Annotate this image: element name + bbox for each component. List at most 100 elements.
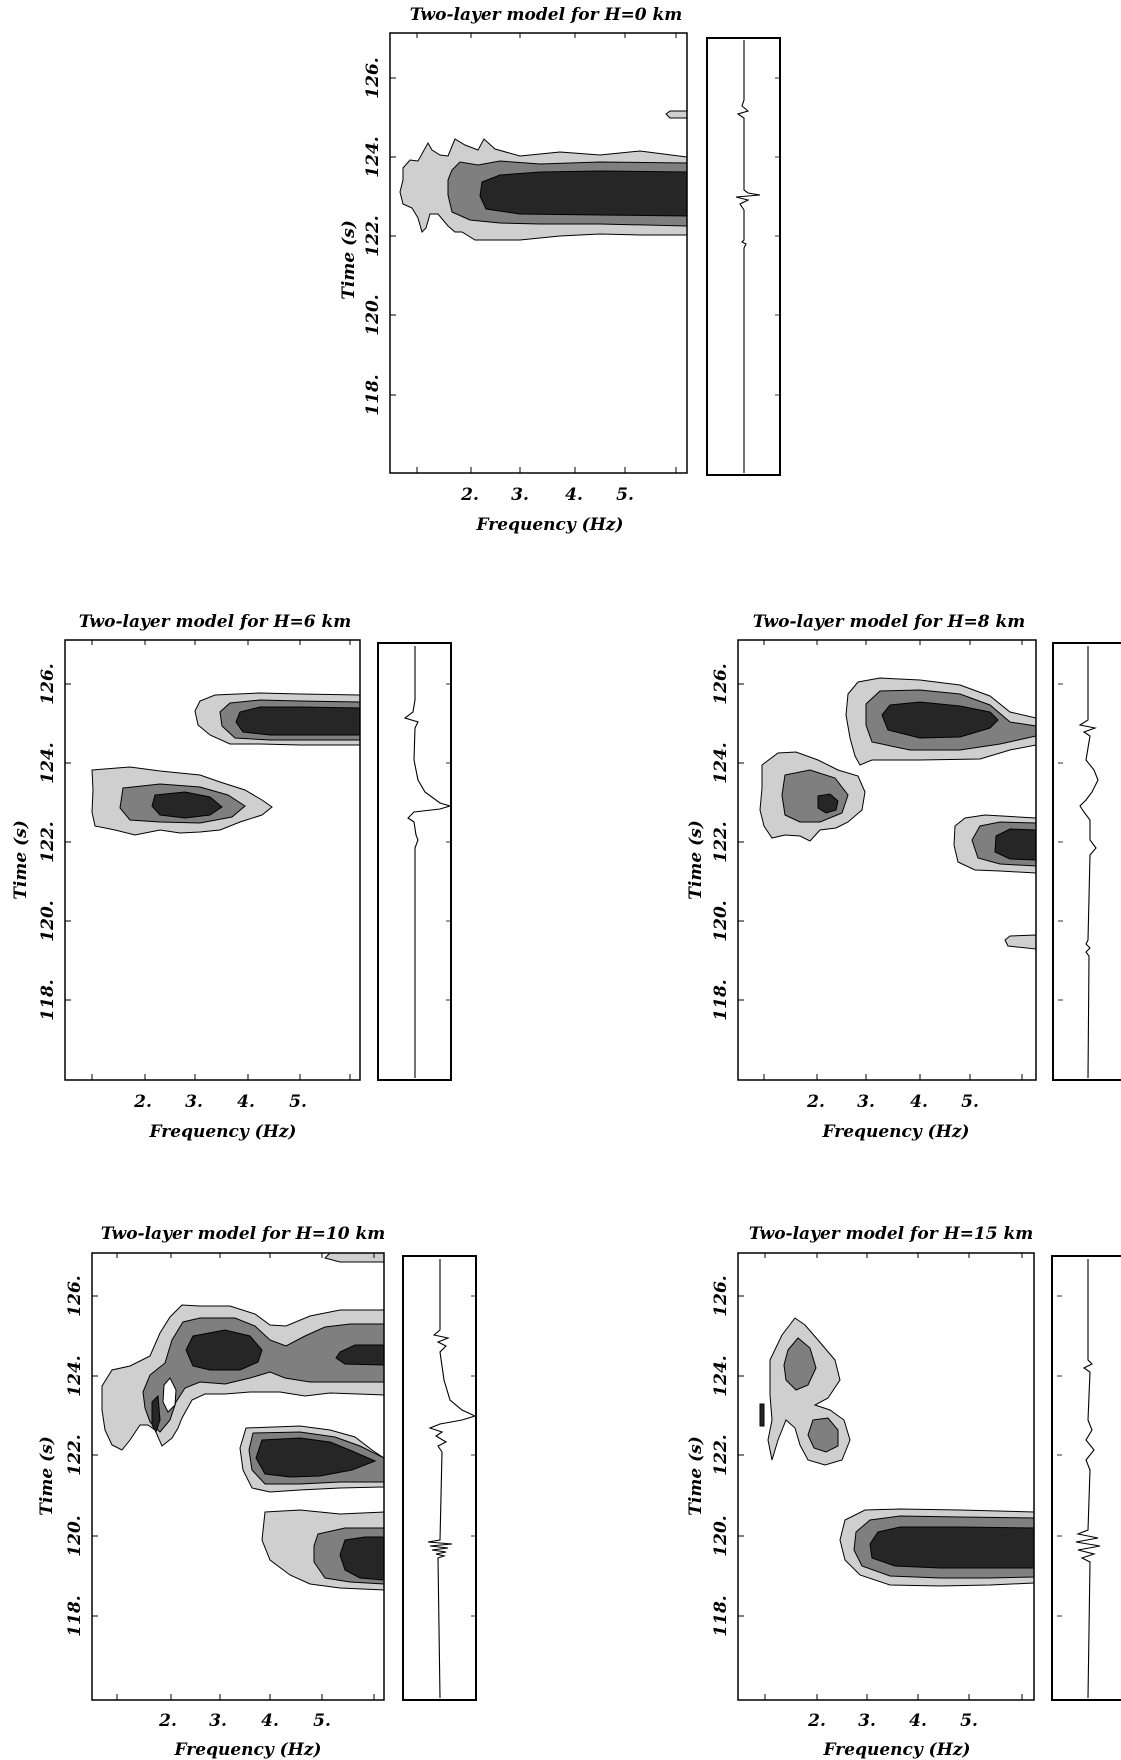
x-tick-label: 4. [237,1092,255,1112]
frame-ticks [738,640,1023,1080]
seismogram-trace [706,37,781,476]
x-tick-label: 3. [185,1092,203,1112]
seismogram-trace [377,642,452,1081]
panel-h6: Two-layer model for H=6 km 2. 3. 4. [11,612,452,1142]
energy-blob [339,1536,385,1581]
x-tick-label: 2. [133,1092,152,1112]
panel-title: Two-layer model for H=6 km [79,612,352,632]
y-tick-labels: 118. 120. 122. 124. 126. [711,663,731,1020]
plot-area: 2. 3. 4. 5. 118. 120. 122. 124. 126. Tim… [686,1252,1035,1760]
contour-fills [91,692,361,836]
frame-ticks [390,33,677,473]
x-tick-label: 3. [857,1092,875,1112]
y-tick-label: 120. [65,1515,85,1556]
seismogram-trace [1051,1255,1121,1701]
x-tick-labels: 2. 3. 4. 5. [133,1092,307,1112]
y-tick-label: 122. [711,1434,731,1475]
y-axis-label: Time (s) [339,220,359,300]
seismogram-trace [402,1255,477,1701]
energy-blob [235,706,361,736]
y-tick-label: 118. [65,1595,85,1636]
y-tick-label: 126. [711,663,731,704]
plot-frame [91,1252,385,1701]
y-tick-label: 124. [711,742,731,783]
y-tick-label: 124. [711,1355,731,1396]
x-tick-label: 5. [616,485,634,505]
y-tick-label: 118. [38,979,58,1020]
plot-area: 2. 3. 4. 5. 118. 120. 122. 124. 126. Tim… [37,1252,385,1760]
energy-blob [869,1526,1035,1569]
y-tick-labels: 118. 120. 122. 124. 126. [38,663,58,1020]
y-tick-label: 126. [38,663,58,704]
energy-blob [151,791,223,819]
frame-ticks [92,1253,375,1700]
x-tick-labels: 2. 3. 4. 5. [806,1092,979,1112]
x-tick-label: 3. [858,1711,876,1731]
x-tick-label: 3. [209,1711,227,1731]
x-tick-label: 4. [910,1092,928,1112]
panel-title: Two-layer model for H=10 km [101,1224,385,1244]
frame-ticks [65,640,351,1080]
y-tick-label: 122. [65,1434,85,1475]
energy-blob [162,1377,177,1413]
x-axis-label: Frequency (Hz) [174,1740,322,1760]
panel-h15: Two-layer model for H=15 km 2. 3. [686,1224,1121,1760]
plot-frame [389,32,688,474]
y-tick-labels: 118. 120. 122. 124. 126. [363,57,383,415]
x-tick-label: 2. [807,1711,826,1731]
x-tick-label: 5. [313,1711,331,1731]
x-tick-labels: 2. 3. 4. 5. [460,485,634,505]
energy-blob [324,1252,385,1263]
y-axis-label: Time (s) [686,1436,706,1516]
panel-title: Two-layer model for H=0 km [410,5,683,25]
x-axis-label: Frequency (Hz) [149,1122,297,1142]
energy-blob [185,1329,263,1371]
contour-fills [759,677,1037,950]
x-tick-label: 5. [960,1711,978,1731]
frame-ticks [738,1253,1023,1700]
panel-h0: Two-layer model for H=0 km 2. 3. 4. 5. [339,5,781,535]
x-tick-label: 5. [961,1092,979,1112]
y-tick-label: 124. [363,136,383,177]
y-axis-label: Time (s) [37,1436,57,1516]
y-tick-label: 126. [65,1275,85,1316]
plot-area: 2. 3. 4. 5. 118. 120. 122. 124. 126. Tim… [686,639,1037,1142]
y-tick-label: 124. [65,1355,85,1396]
x-tick-labels: 2. 3. 4. 5. [158,1711,331,1731]
y-tick-label: 120. [38,900,58,941]
x-axis-label: Frequency (Hz) [476,515,624,535]
y-axis-label: Time (s) [11,820,31,900]
panel-h10: Two-layer model for H=10 km [37,1224,477,1760]
contour-fills [759,1317,1035,1587]
energy-blob [759,1403,765,1427]
energy-blob [255,1437,377,1478]
y-tick-labels: 118. 120. 122. 124. 126. [65,1275,85,1636]
plot-frame [737,639,1037,1081]
plot-frame [737,1252,1035,1701]
energy-blob [151,1394,161,1434]
x-axis-label: Frequency (Hz) [823,1740,971,1760]
plot-area: 2. 3. 4. 5. 118. 120. 122. 124. 126. Tim… [339,32,688,535]
y-tick-label: 118. [711,979,731,1020]
energy-blob [783,1337,817,1391]
x-tick-label: 2. [158,1711,177,1731]
y-tick-label: 120. [711,900,731,941]
x-axis-label: Frequency (Hz) [822,1122,970,1142]
y-tick-label: 126. [711,1275,731,1316]
panel-h8: Two-layer model for H=8 km [686,612,1121,1142]
x-tick-labels: 2. 3. 4. 5. [807,1711,978,1731]
energy-blob [479,170,688,217]
x-tick-label: 2. [460,485,479,505]
seismogram-trace [1052,642,1121,1081]
plot-frame [64,639,361,1081]
x-tick-label: 3. [511,485,529,505]
energy-blob [881,701,999,739]
x-tick-label: 4. [261,1711,279,1731]
y-tick-labels: 118. 120. 122. 124. 126. [711,1275,731,1636]
energy-blob [994,828,1037,861]
y-tick-label: 122. [363,215,383,256]
energy-blob [665,110,688,119]
x-tick-label: 4. [909,1711,927,1731]
x-tick-label: 2. [806,1092,825,1112]
